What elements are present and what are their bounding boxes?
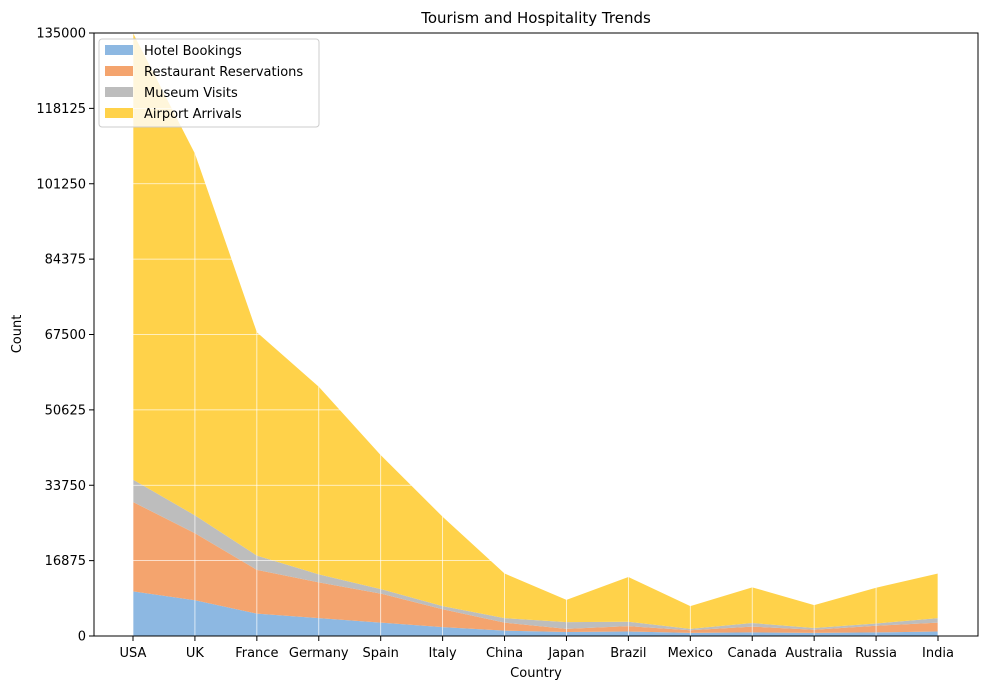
legend-swatch [105, 87, 133, 97]
x-tick-label: Germany [289, 646, 349, 661]
y-tick-label: 84375 [45, 253, 86, 268]
area-hotel-bookings [133, 591, 938, 636]
x-tick-label: Australia [785, 646, 843, 661]
legend: Hotel Bookings Restaurant Reservations Mus… [98, 38, 320, 128]
x-tick-label: India [922, 646, 954, 661]
area-layers [133, 33, 938, 636]
y-tick-label: 101250 [36, 177, 86, 192]
grid-lines [94, 32, 978, 637]
y-tick-label: 33750 [45, 479, 86, 494]
y-tick-label: 50625 [45, 403, 86, 418]
x-tick-label: Russia [855, 646, 897, 661]
x-tick-label: Mexico [668, 646, 713, 661]
chart-title: Tourism and Hospitality Trends [420, 9, 651, 27]
area-restaurant-reservations [133, 502, 938, 633]
y-axis-label: Count [10, 315, 25, 354]
y-tick-label: 118125 [36, 102, 86, 117]
x-tick-label: Japan [547, 646, 584, 661]
x-tick-label: China [486, 646, 523, 661]
x-tick-label: UK [186, 646, 205, 661]
y-axis-ticks: 0 16875 33750 50625 67500 84375 101250 118125 13… [36, 27, 94, 645]
legend-label: Hotel Bookings [144, 44, 242, 59]
legend-swatch [105, 45, 133, 55]
y-tick-label: 16875 [45, 554, 86, 569]
legend-swatch [105, 66, 133, 76]
x-tick-label: France [235, 646, 278, 661]
y-tick-label: 0 [78, 630, 86, 645]
x-axis-ticks: USA UK France Germany Spain Italy China Japan Br… [120, 636, 954, 661]
x-tick-label: Spain [363, 646, 399, 661]
x-axis-label: Country [510, 666, 562, 681]
legend-box [98, 38, 320, 128]
y-tick-label: 67500 [45, 328, 86, 343]
x-tick-label: Canada [727, 646, 776, 661]
area-airport-arrivals [133, 33, 938, 629]
x-tick-label: Brazil [610, 646, 646, 661]
x-tick-label: USA [120, 646, 147, 661]
legend-label: Restaurant Reservations [144, 65, 303, 80]
legend-swatch [105, 108, 133, 118]
legend-label: Airport Arrivals [144, 107, 242, 122]
legend-label: Museum Visits [144, 86, 238, 101]
y-tick-label: 135000 [36, 27, 86, 42]
x-tick-label: Italy [429, 646, 458, 661]
